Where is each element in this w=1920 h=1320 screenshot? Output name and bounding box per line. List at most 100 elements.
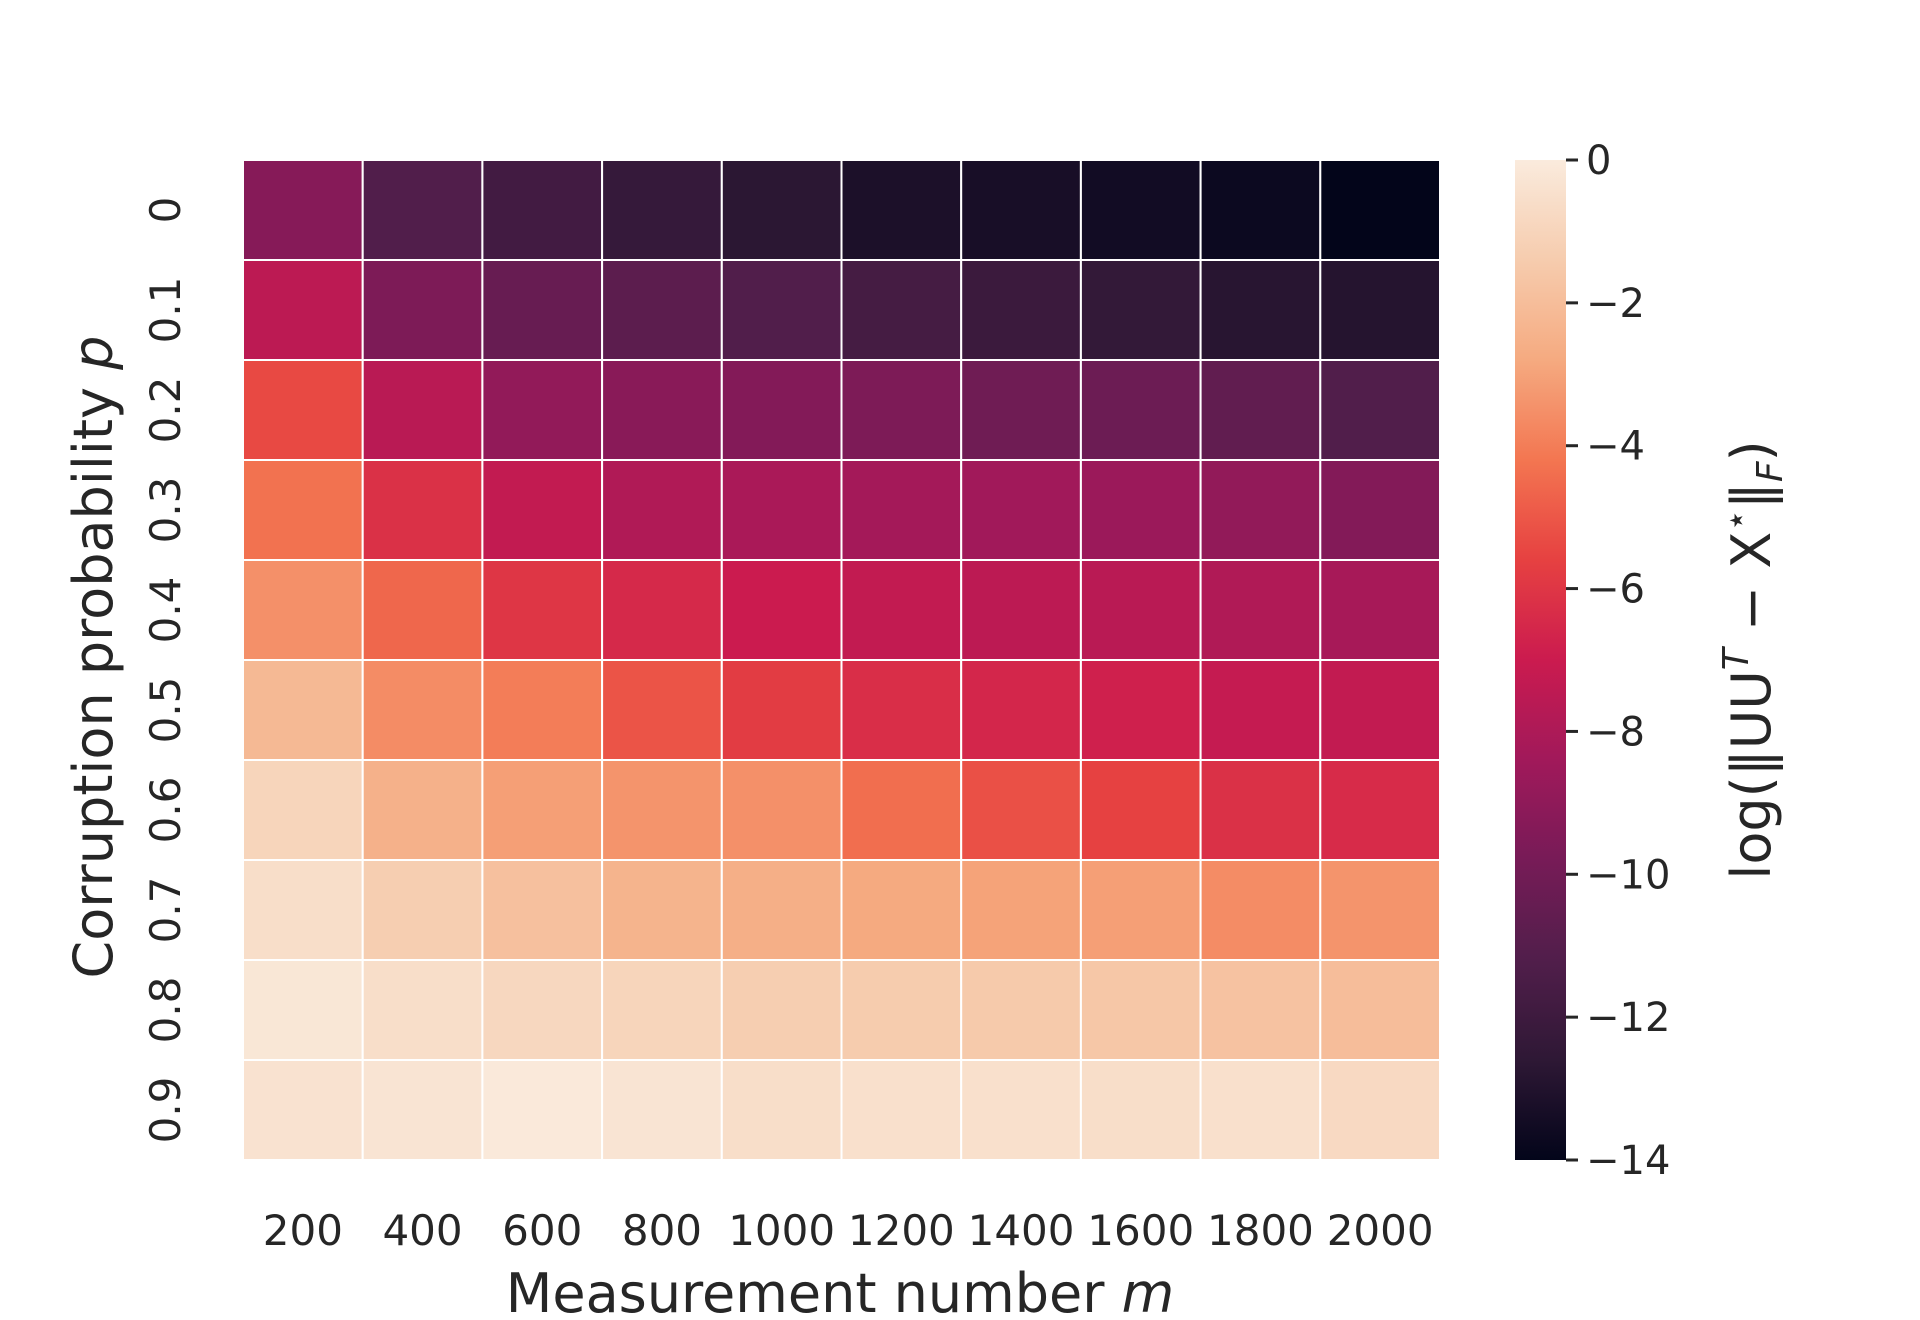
heatmap-cell	[1079, 659, 1202, 761]
heatmap-cell	[361, 359, 484, 461]
heatmap-cell	[601, 859, 723, 961]
y-tick-label: 0.7	[141, 877, 190, 944]
heatmap-cell	[601, 359, 723, 461]
heatmap-cell	[720, 659, 843, 761]
heatmap-cell	[720, 959, 843, 1061]
heatmap-cell	[1079, 959, 1202, 1061]
heatmap-cell	[481, 559, 604, 661]
colorbar-tick-label: −6	[1586, 567, 1645, 613]
heatmap-cell	[1319, 659, 1442, 761]
heatmap-cell	[720, 559, 843, 661]
heatmap-cell	[1319, 759, 1442, 861]
y-tick-label: 0.8	[141, 977, 190, 1044]
heatmap-cell	[242, 1059, 364, 1161]
y-tick-label: 0.9	[141, 1077, 190, 1144]
heatmap-cell	[361, 159, 484, 261]
x-tick-label: 1800	[1207, 1206, 1314, 1255]
heatmap-cell	[481, 459, 604, 561]
heatmap-cell	[601, 1059, 723, 1161]
heatmap-cell	[1199, 559, 1322, 661]
heatmap-cell	[242, 359, 364, 461]
y-tick-label: 0.3	[141, 477, 190, 544]
x-tick-label: 600	[502, 1206, 582, 1255]
heatmap-cell	[720, 1059, 843, 1161]
heatmap-cell	[840, 759, 963, 861]
heatmap-cell	[242, 659, 364, 761]
colorbar-tick-label: −2	[1586, 281, 1645, 327]
heatmap-cell	[361, 1059, 484, 1161]
heatmap-cell	[601, 159, 723, 261]
heatmap-cell	[840, 659, 963, 761]
heatmap-cell	[242, 259, 364, 361]
x-tick-label: 800	[622, 1206, 702, 1255]
colorbar-tick-label: −12	[1586, 995, 1670, 1041]
heatmap-cell	[1199, 959, 1322, 1061]
heatmap-cell	[481, 359, 604, 461]
x-tick-label: 1200	[848, 1206, 955, 1255]
colorbar-tick-label: −10	[1586, 852, 1670, 898]
heatmap-cell	[242, 859, 364, 961]
colorbar-label-sup: T	[1716, 645, 1757, 670]
x-tick-label: 2000	[1327, 1206, 1434, 1255]
heatmap-cell	[1199, 759, 1322, 861]
heatmap-cell	[840, 159, 963, 261]
heatmap-cell	[481, 1059, 604, 1161]
heatmap-cell	[481, 859, 604, 961]
y-tick-label: 0.6	[141, 777, 190, 844]
y-tick-label: 0.5	[141, 677, 190, 744]
heatmap-cell	[481, 659, 604, 761]
heatmap-cell	[1079, 259, 1202, 361]
heatmap-cell	[481, 759, 604, 861]
y-tick-label: 0.1	[141, 277, 190, 344]
heatmap-cell	[960, 659, 1082, 761]
heatmap-cell	[361, 559, 484, 661]
heatmap-cell	[1079, 1059, 1202, 1161]
heatmap-cell	[601, 759, 723, 861]
heatmap-cell	[960, 859, 1082, 961]
heatmap-cell	[361, 459, 484, 561]
heatmap-cell	[1079, 159, 1202, 261]
heatmap-cell	[1319, 259, 1442, 361]
heatmap-cell	[1199, 359, 1322, 461]
heatmap-cell	[1079, 459, 1202, 561]
x-tick-label: 1600	[1087, 1206, 1194, 1255]
heatmap-cells	[242, 159, 1442, 1161]
y-tick-label: 0	[141, 197, 190, 224]
colorbar-tick-label: −8	[1586, 709, 1645, 755]
heatmap-cell	[840, 859, 963, 961]
y-tick-label: 0.2	[141, 377, 190, 444]
heatmap-cell	[1319, 859, 1442, 961]
y-axis-label-text: Corruption probability	[62, 387, 125, 978]
heatmap-cell	[361, 759, 484, 861]
heatmap-cell	[601, 559, 723, 661]
heatmap-cell	[242, 559, 364, 661]
heatmap-cell	[960, 1059, 1082, 1161]
y-tick-label: 0.4	[141, 577, 190, 644]
heatmap-cell	[840, 459, 963, 561]
heatmap-cell	[1319, 159, 1442, 261]
heatmap-cell	[720, 759, 843, 861]
heatmap-cell	[720, 859, 843, 961]
heatmap-cell	[1079, 359, 1202, 461]
heatmap-cell	[840, 259, 963, 361]
heatmap-cell	[361, 859, 484, 961]
y-axis-label: Corruption probability p	[62, 336, 125, 979]
heatmap-cell	[361, 959, 484, 1061]
heatmap-cell	[1319, 459, 1442, 561]
heatmap-cell	[601, 259, 723, 361]
colorbar-label-close: )	[1720, 440, 1783, 461]
heatmap-cell	[960, 959, 1082, 1061]
heatmap-cell	[1079, 859, 1202, 961]
colorbar-tick-label: −4	[1586, 424, 1645, 470]
heatmap-cell	[960, 359, 1082, 461]
colorbar-label-sub: F	[1750, 460, 1791, 482]
heatmap-cell	[601, 459, 723, 561]
heatmap-cell	[361, 259, 484, 361]
x-tick-labels: 200 400 600 800 1000 1200 1400 1600 1800 2000	[263, 1206, 1434, 1255]
heatmap-cell	[242, 959, 364, 1061]
heatmap-cell	[242, 159, 364, 261]
heatmap-cell	[1079, 559, 1202, 661]
colorbar-label: log(‖UUT − X⋆‖F)	[1716, 440, 1791, 879]
heatmap-cell	[481, 959, 604, 1061]
